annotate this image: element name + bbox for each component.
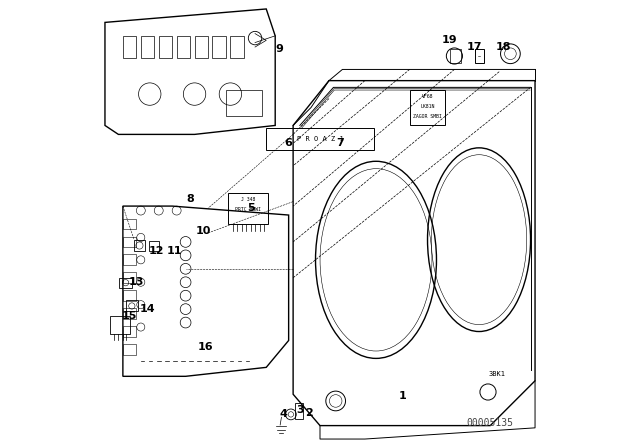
Bar (159, 36, 172, 58)
Bar (123, 326, 136, 337)
Text: 1: 1 (399, 392, 407, 401)
Bar (123, 344, 136, 355)
Text: 00005135: 00005135 (467, 418, 514, 428)
Text: P R O A Z 1: P R O A Z 1 (296, 136, 344, 142)
Text: 5: 5 (247, 203, 254, 213)
Bar (123, 36, 136, 58)
Text: ZAGOR SMBI: ZAGOR SMBI (413, 113, 442, 119)
Text: 3BK1: 3BK1 (488, 371, 506, 377)
Bar (127, 300, 138, 311)
Text: 2: 2 (305, 408, 313, 418)
Text: 17: 17 (467, 42, 483, 52)
Text: 14: 14 (140, 304, 156, 314)
Bar (475, 49, 484, 63)
Text: 19: 19 (442, 35, 458, 45)
Text: 15: 15 (122, 311, 138, 321)
Bar (123, 254, 136, 265)
Bar (212, 36, 226, 58)
Text: PRTC BMWI: PRTC BMWI (236, 207, 261, 212)
Text: 6: 6 (285, 138, 292, 148)
Bar (119, 278, 132, 288)
Text: LK81N: LK81N (420, 103, 435, 109)
Bar (149, 241, 159, 251)
Text: 9: 9 (276, 44, 284, 54)
Bar (228, 193, 269, 224)
Bar (123, 219, 136, 229)
Bar (141, 36, 154, 58)
Bar (123, 237, 136, 247)
Text: 4: 4 (279, 409, 287, 419)
Bar (123, 308, 136, 319)
Bar (450, 49, 461, 63)
Text: VF68: VF68 (422, 94, 433, 99)
Bar (134, 240, 145, 251)
Text: 12: 12 (148, 246, 164, 256)
Bar (195, 36, 208, 58)
Text: 7: 7 (336, 138, 344, 148)
Text: 8: 8 (186, 194, 194, 204)
Bar (230, 36, 244, 58)
Text: 10: 10 (196, 226, 211, 236)
Text: 18: 18 (496, 42, 511, 52)
Text: 3: 3 (296, 405, 303, 415)
Text: J 348: J 348 (241, 197, 255, 202)
Text: 13: 13 (129, 277, 144, 287)
Text: 16: 16 (198, 342, 214, 352)
Text: 11: 11 (166, 246, 182, 256)
Bar (296, 403, 303, 419)
Bar (177, 36, 190, 58)
Bar (123, 290, 136, 301)
Bar (226, 90, 262, 116)
Bar (123, 272, 136, 283)
Bar (110, 316, 131, 334)
